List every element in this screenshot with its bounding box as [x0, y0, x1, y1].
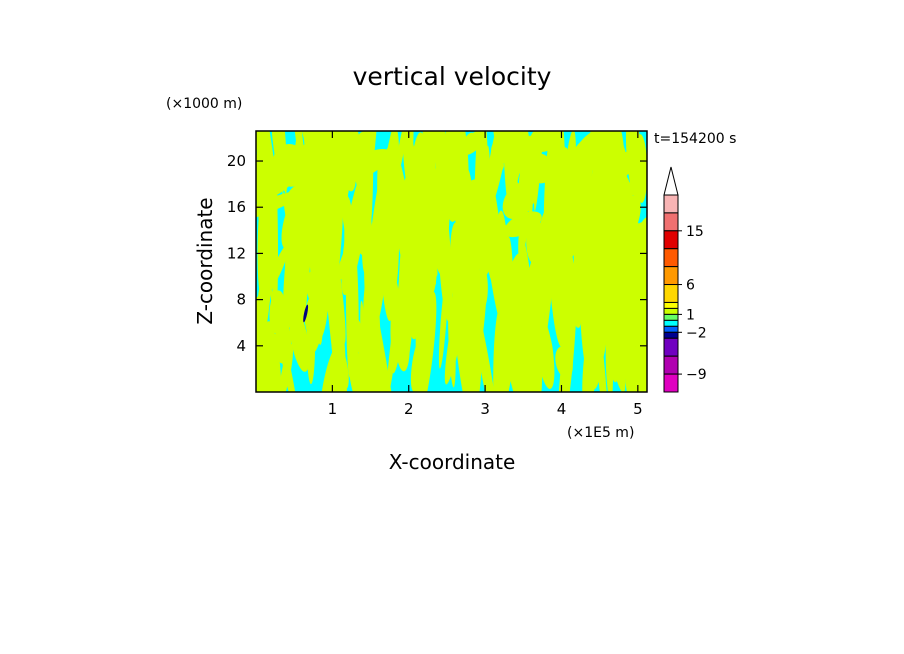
- positive-velocity-region: [327, 225, 346, 344]
- positive-velocity-region: [361, 323, 370, 392]
- positive-velocity-region: [306, 242, 332, 269]
- x-tick-label: 4: [557, 400, 567, 418]
- positive-velocity-region: [347, 338, 366, 392]
- time-label: t=154200 s: [654, 131, 736, 147]
- positive-velocity-region: [404, 215, 437, 268]
- colorbar-label: 15: [686, 224, 704, 240]
- colorbar-level: [663, 284, 679, 303]
- positive-velocity-region: [603, 169, 647, 201]
- colorbar-label: −9: [686, 367, 707, 383]
- y-tick-label: 20: [227, 152, 246, 170]
- positive-velocity-region: [435, 150, 455, 186]
- positive-velocity-region: [268, 244, 289, 290]
- colorbar-label: 6: [686, 278, 695, 294]
- positive-velocity-region: [534, 244, 545, 363]
- y-tick-label: 16: [227, 198, 246, 216]
- positive-velocity-region: [553, 226, 581, 264]
- colorbar-level: [663, 331, 679, 339]
- plot-frame: [255, 130, 648, 393]
- positive-velocity-region: [314, 141, 337, 202]
- positive-velocity-region: [513, 269, 525, 326]
- positive-velocity-region: [400, 135, 437, 208]
- y-tick-label: 8: [236, 291, 246, 309]
- positive-velocity-region: [448, 288, 456, 388]
- colorbar-label: 1: [686, 307, 695, 323]
- positive-velocity-region: [584, 245, 607, 281]
- positive-velocity-region: [309, 199, 325, 220]
- chart-title: vertical velocity: [353, 62, 552, 91]
- positive-velocity-region: [256, 190, 304, 222]
- positive-velocity-region: [328, 269, 340, 392]
- positive-velocity-region: [525, 339, 543, 392]
- colorbar-level: [663, 319, 679, 327]
- colorbar-level: [663, 373, 679, 393]
- y-axis-label: Z-coordinate: [193, 197, 217, 324]
- colorbar-level: [663, 248, 679, 268]
- positive-velocity-region: [328, 148, 391, 187]
- colorbar: 15 6 1 −2 −9: [663, 166, 707, 393]
- positive-velocity-region: [460, 132, 474, 155]
- positive-velocity-region: [370, 131, 397, 249]
- colorbar-level: [663, 301, 679, 309]
- positive-velocity-region: [279, 343, 294, 392]
- positive-velocity-region: [420, 177, 487, 216]
- positive-velocity-region: [283, 212, 333, 250]
- positive-velocity-region: [469, 352, 482, 392]
- x-axis: 1 2 3 4 5: [328, 131, 643, 418]
- positive-velocity-region: [495, 247, 510, 293]
- positive-velocity-region: [284, 184, 313, 224]
- positive-velocity-region: [502, 274, 515, 381]
- positive-velocity-region: [452, 163, 504, 216]
- y-tick-label: 12: [227, 244, 246, 262]
- positive-velocity-region: [518, 232, 535, 343]
- positive-velocity-region: [547, 141, 572, 207]
- x-tick-label: 1: [328, 400, 338, 418]
- positive-velocity-region: [337, 219, 368, 281]
- positive-velocity-region: [564, 173, 615, 203]
- x-axis-label: X-coordinate: [389, 450, 516, 474]
- y-unit-label: (×1000 m): [166, 96, 242, 112]
- x-tick-label: 3: [480, 400, 490, 418]
- positive-velocity-region: [348, 316, 364, 354]
- colorbar-level: [663, 313, 679, 321]
- plot-area: [256, 131, 647, 392]
- positive-velocity-region: [445, 239, 453, 312]
- positive-velocity-region: [528, 153, 552, 177]
- strong-updraft-spot: [303, 304, 309, 323]
- positive-velocity-region: [503, 211, 542, 238]
- y-axis: 4 8 12 16 20: [227, 152, 647, 355]
- colorbar-label: −2: [686, 325, 707, 341]
- positive-velocity-region: [607, 320, 620, 383]
- colorbar-level: [663, 355, 679, 375]
- colorbar-level: [663, 307, 679, 315]
- field-positive-regions: [256, 131, 647, 392]
- colorbar-level: [663, 325, 679, 333]
- positive-velocity-region: [518, 169, 537, 201]
- positive-velocity-region: [633, 216, 647, 279]
- colorbar-level: [663, 266, 679, 286]
- colorbar-level: [663, 194, 679, 214]
- colorbar-level: [663, 212, 679, 232]
- colorbar-extend-arrow: [663, 166, 679, 196]
- positive-velocity-region: [265, 321, 282, 392]
- positive-velocity-region: [520, 131, 572, 161]
- y-tick-label: 4: [236, 337, 246, 355]
- positive-velocity-region: [258, 148, 308, 199]
- positive-velocity-region: [438, 275, 449, 369]
- x-tick-label: 2: [404, 400, 414, 418]
- positive-velocity-region: [364, 259, 379, 380]
- colorbar-level: [663, 230, 679, 250]
- positive-velocity-region: [636, 253, 647, 392]
- positive-velocity-region: [468, 260, 487, 380]
- x-unit-label: (×1E5 m): [567, 425, 634, 441]
- positive-velocity-region: [302, 131, 324, 144]
- x-tick-label: 5: [633, 400, 643, 418]
- colorbar-level: [663, 337, 679, 357]
- positive-velocity-region: [390, 131, 413, 204]
